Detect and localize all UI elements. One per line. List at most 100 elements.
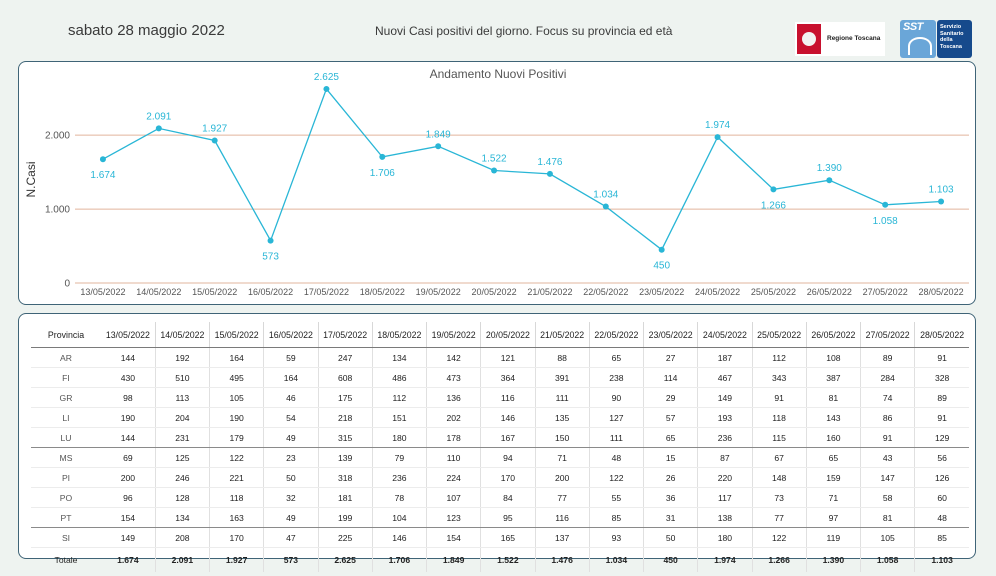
table-cell: 122 [752,527,807,548]
table-cell: 231 [155,427,211,448]
date-column-header: 17/05/2022 [318,322,373,348]
table-cell: 104 [372,507,428,528]
table-row: FI 430 510 495 164 608 486 473 364 391 238 114 467 34… [31,367,969,388]
table-cell: 113 [155,387,211,408]
x-tick-label: 24/05/2022 [695,287,740,297]
table-cell: 71 [535,447,590,468]
table-cell: 450 [643,547,699,572]
table-cell: 65 [643,427,699,448]
table-cell: 86 [860,407,916,428]
table-cell: 60 [914,487,969,508]
date-column-header: 13/05/2022 [101,322,156,348]
data-label: 1.706 [370,168,395,179]
table-cell: 364 [480,367,536,388]
data-label: 1.476 [537,157,562,168]
table-cell: 573 [263,547,319,572]
table-row: PT 154 134 163 49 199 104 123 95 116 85 31 138 77 97 81… [31,507,969,528]
table-cell: 202 [426,407,482,428]
chart-title: Andamento Nuovi Positivi [429,67,567,81]
table-cell: 247 [318,347,373,368]
table-cell: 107 [426,487,482,508]
table-cell: 55 [589,487,645,508]
sst-logo-panel: Servizio Sanitario della Toscana [937,20,972,58]
table-cell: 200 [101,467,156,488]
table-cell: 105 [209,387,265,408]
table-row: LU 144 231 179 49 315 180 178 167 150 111 65 236 115 1… [31,427,969,448]
table-cell: 95 [480,507,536,528]
province-name: MS [31,447,101,468]
province-column-header: Provincia [31,322,101,348]
table-cell: 284 [860,367,916,388]
data-point [882,201,889,208]
table-cell: 118 [209,487,265,508]
table-cell: 179 [209,427,265,448]
sst-logo: SST Servizio Sanitario della Toscana [900,20,972,58]
x-tick-label: 13/05/2022 [80,287,125,297]
table-cell: 32 [263,487,319,508]
table-cell: 15 [643,447,699,468]
data-label: 1.927 [202,124,227,135]
table-cell: 48 [914,507,969,528]
table-cell: 136 [426,387,482,408]
table-cell: 65 [589,347,645,368]
table-cell: 147 [860,467,916,488]
data-point [491,167,498,174]
table-cell: 129 [914,427,969,448]
x-tick-label: 15/05/2022 [192,287,237,297]
x-tick-label: 18/05/2022 [360,287,405,297]
data-label: 450 [653,261,670,272]
date-column-header: 15/05/2022 [209,322,265,348]
table-cell: 46 [263,387,319,408]
data-label: 2.625 [314,72,339,83]
province-name: AR [31,347,101,368]
table-row: PO 96 128 118 32 181 78 107 84 77 55 36 117 73 71 58 60 [31,487,969,508]
date-column-header: 19/05/2022 [426,322,482,348]
data-point [155,125,162,132]
pegasus-flag-icon [797,24,821,54]
table-cell: 116 [535,507,590,528]
table-cell: 48 [589,447,645,468]
table-cell: 85 [914,527,969,548]
table-cell: 1.390 [806,547,862,572]
table-cell: 2.091 [155,547,211,572]
table-cell: 175 [318,387,373,408]
total-label: Totale [31,547,101,572]
date-column-header: 22/05/2022 [589,322,645,348]
x-tick-label: 25/05/2022 [751,287,796,297]
table-row: MS 69 125 122 23 139 79 110 94 71 48 15 87 67 65 43 56 [31,447,969,468]
table-cell: 236 [372,467,428,488]
table-cell: 150 [535,427,590,448]
total-row: Totale 1.674 2.091 1.927 573 2.625 1.706 1.849 1… [31,547,969,572]
table-row: GR 98 113 105 46 175 112 136 116 111 90 29 149 91 81 74… [31,387,969,408]
table-cell: 88 [535,347,590,368]
table-cell: 58 [860,487,916,508]
date-column-header: 27/05/2022 [860,322,916,348]
province-name: GR [31,387,101,408]
table-cell: 115 [752,427,807,448]
regione-toscana-logo: Regione Toscana [795,22,885,56]
table-cell: 112 [372,387,428,408]
table-cell: 123 [426,507,482,528]
table-cell: 65 [806,447,862,468]
data-label: 1.058 [873,216,898,227]
data-label: 1.266 [761,200,786,211]
table-cell: 77 [535,487,590,508]
x-tick-label: 19/05/2022 [416,287,461,297]
data-point [379,153,386,160]
table-cell: 89 [914,387,969,408]
table-cell: 134 [155,507,211,528]
province-table: Provincia 13/05/2022 14/05/2022 15/05/2022 1… [31,322,969,572]
table-cell: 159 [806,467,862,488]
table-cell: 318 [318,467,373,488]
table-cell: 84 [480,487,536,508]
trend-chart-card: Andamento Nuovi Positivi 0 1.000 2.000 N.Ca… [18,61,976,305]
x-tick-label: 21/05/2022 [527,287,572,297]
province-name: LI [31,407,101,428]
table-cell: 87 [697,447,753,468]
table-cell: 69 [101,447,156,468]
table-cell: 122 [209,447,265,468]
table-cell: 49 [263,507,319,528]
data-label: 1.390 [817,163,842,174]
y-tick-label: 0 [64,279,70,290]
table-cell: 387 [806,367,862,388]
